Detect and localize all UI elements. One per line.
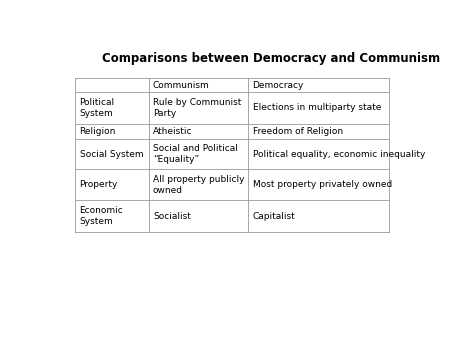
Text: Political
System: Political System — [80, 98, 115, 118]
Text: Economic
System: Economic System — [80, 206, 123, 226]
Text: Capitalist: Capitalist — [252, 212, 295, 221]
Text: Elections in multiparty state: Elections in multiparty state — [252, 103, 381, 112]
Text: Rule by Communist
Party: Rule by Communist Party — [153, 98, 241, 118]
Text: Political equality, economic inequality: Political equality, economic inequality — [252, 150, 425, 159]
Text: Social System: Social System — [80, 150, 143, 159]
Text: Most property privately owned: Most property privately owned — [252, 180, 392, 189]
Text: Socialist: Socialist — [153, 212, 191, 221]
Text: Comparisons between Democracy and Communism: Comparisons between Democracy and Commun… — [102, 52, 440, 65]
Text: Social and Political
“Equality”: Social and Political “Equality” — [153, 144, 238, 164]
Text: Atheistic: Atheistic — [153, 127, 193, 136]
Text: Religion: Religion — [80, 127, 116, 136]
Text: Property: Property — [80, 180, 118, 189]
Text: Democracy: Democracy — [252, 81, 304, 90]
Text: Freedom of Religion: Freedom of Religion — [252, 127, 342, 136]
Text: All property publicly
owned: All property publicly owned — [153, 174, 244, 195]
Text: Communism: Communism — [153, 81, 210, 90]
